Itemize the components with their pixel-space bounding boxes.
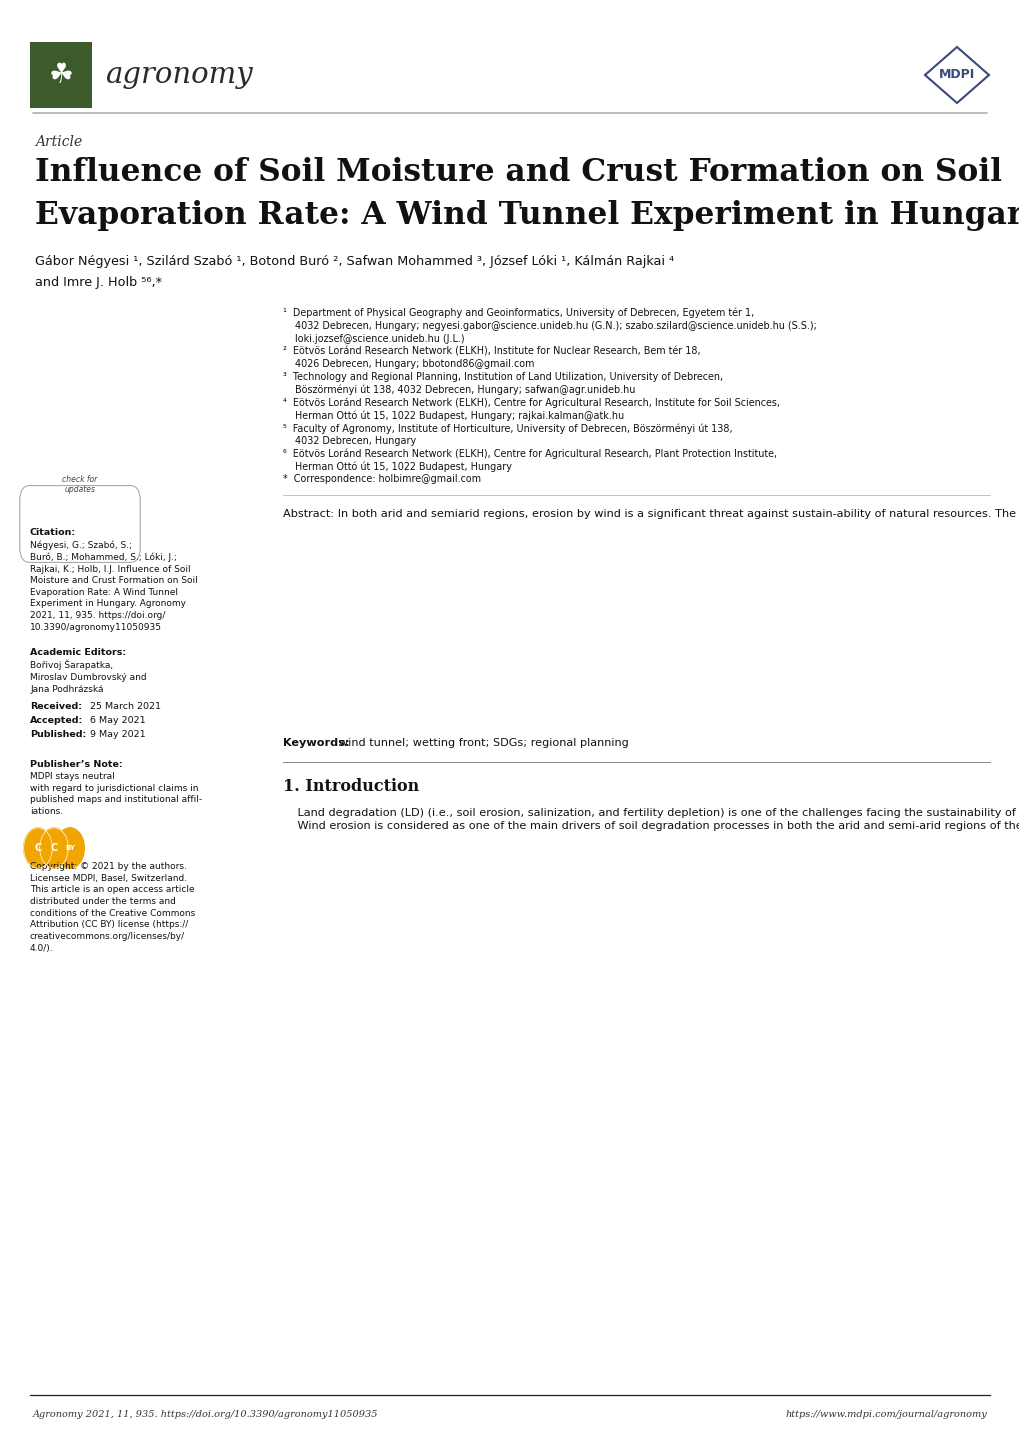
Polygon shape bbox=[924, 48, 988, 102]
Text: Accepted:: Accepted: bbox=[30, 717, 84, 725]
Text: Herman Ottó út 15, 1022 Budapest, Hungary: Herman Ottó út 15, 1022 Budapest, Hungar… bbox=[282, 461, 512, 472]
Text: Keywords:: Keywords: bbox=[282, 738, 350, 748]
Text: wind tunnel; wetting front; SDGs; regional planning: wind tunnel; wetting front; SDGs; region… bbox=[338, 738, 628, 748]
Text: Land degradation (LD) (i.e., soil erosion, salinization, and fertility depletion: Land degradation (LD) (i.e., soil erosio… bbox=[282, 808, 1019, 831]
Circle shape bbox=[40, 828, 68, 868]
Text: updates: updates bbox=[64, 485, 96, 495]
Text: Citation:: Citation: bbox=[30, 528, 76, 536]
Text: Influence of Soil Moisture and Crust Formation on Soil: Influence of Soil Moisture and Crust For… bbox=[35, 157, 1001, 187]
Text: *  Correspondence: holbimre@gmail.com: * Correspondence: holbimre@gmail.com bbox=[282, 474, 481, 485]
Text: MDPI: MDPI bbox=[937, 69, 974, 82]
Text: agronomy: agronomy bbox=[105, 61, 253, 89]
Text: Published:: Published: bbox=[30, 730, 87, 738]
Text: loki.jozsef@science.unideb.hu (J.L.): loki.jozsef@science.unideb.hu (J.L.) bbox=[282, 333, 465, 343]
Text: ³  Technology and Regional Planning, Institution of Land Utilization, University: ³ Technology and Regional Planning, Inst… bbox=[282, 372, 722, 382]
Text: Abstract: In both arid and semiarid regions, erosion by wind is a significant th: Abstract: In both arid and semiarid regi… bbox=[282, 508, 1019, 519]
Text: Article: Article bbox=[35, 136, 83, 149]
Text: 1. Introduction: 1. Introduction bbox=[282, 779, 419, 795]
Text: Gábor Négyesi ¹, Szilárd Szabó ¹, Botond Buró ², Safwan Mohammed ³, József Lóki : Gábor Négyesi ¹, Szilárd Szabó ¹, Botond… bbox=[35, 255, 674, 268]
Text: ⁵  Faculty of Agronomy, Institute of Horticulture, University of Debrecen, Böszö: ⁵ Faculty of Agronomy, Institute of Hort… bbox=[282, 423, 732, 434]
Text: 4032 Debrecen, Hungary: 4032 Debrecen, Hungary bbox=[282, 435, 416, 446]
Text: 4026 Debrecen, Hungary; bbotond86@gmail.com: 4026 Debrecen, Hungary; bbotond86@gmail.… bbox=[282, 359, 534, 369]
Text: 25 March 2021: 25 March 2021 bbox=[90, 702, 161, 711]
Text: BY: BY bbox=[65, 845, 74, 851]
Text: ¹  Department of Physical Geography and Geoinformatics, University of Debrecen, : ¹ Department of Physical Geography and G… bbox=[282, 309, 753, 319]
Text: Publisher’s Note:: Publisher’s Note: bbox=[30, 760, 122, 769]
Circle shape bbox=[56, 828, 85, 868]
Text: Böszörményi út 138, 4032 Debrecen, Hungary; safwan@agr.unideb.hu: Böszörményi út 138, 4032 Debrecen, Hunga… bbox=[282, 385, 635, 395]
Circle shape bbox=[23, 828, 52, 868]
Text: ²  Eötvös Loránd Research Network (ELKH), Institute for Nuclear Research, Bem té: ² Eötvös Loránd Research Network (ELKH),… bbox=[282, 346, 700, 356]
Text: 9 May 2021: 9 May 2021 bbox=[90, 730, 146, 738]
FancyBboxPatch shape bbox=[30, 42, 92, 108]
Text: 4032 Debrecen, Hungary; negyesi.gabor@science.unideb.hu (G.N.); szabo.szilard@sc: 4032 Debrecen, Hungary; negyesi.gabor@sc… bbox=[282, 320, 816, 330]
FancyBboxPatch shape bbox=[19, 486, 140, 562]
Text: C: C bbox=[35, 844, 42, 854]
Text: Herman Ottó út 15, 1022 Budapest, Hungary; rajkai.kalman@atk.hu: Herman Ottó út 15, 1022 Budapest, Hungar… bbox=[282, 411, 624, 421]
Text: ⁶  Eötvös Loránd Research Network (ELKH), Centre for Agricultural Research, Plan: ⁶ Eötvös Loránd Research Network (ELKH),… bbox=[282, 448, 776, 460]
Text: Bořivoj Šarapatka,
Miroslav Dumbrovský and
Jana Podhrázská: Bořivoj Šarapatka, Miroslav Dumbrovský a… bbox=[30, 660, 147, 694]
Text: and Imre J. Holb ⁵⁶,*: and Imre J. Holb ⁵⁶,* bbox=[35, 275, 162, 288]
Text: Copyright: © 2021 by the authors.
Licensee MDPI, Basel, Switzerland.
This articl: Copyright: © 2021 by the authors. Licens… bbox=[30, 862, 195, 953]
Text: MDPI stays neutral
with regard to jurisdictional claims in
published maps and in: MDPI stays neutral with regard to jurisd… bbox=[30, 771, 202, 816]
Text: Evaporation Rate: A Wind Tunnel Experiment in Hungary: Evaporation Rate: A Wind Tunnel Experime… bbox=[35, 200, 1019, 231]
Text: C: C bbox=[50, 844, 57, 854]
Text: ⁴  Eötvös Loránd Research Network (ELKH), Centre for Agricultural Research, Inst: ⁴ Eötvös Loránd Research Network (ELKH),… bbox=[282, 398, 780, 408]
Text: Academic Editors:: Academic Editors: bbox=[30, 647, 126, 658]
Text: Négyesi, G.; Szabó, S.;
Buró, B.; Mohammed, S.; Lóki, J.;
Rajkai, K.; Holb, I.J.: Négyesi, G.; Szabó, S.; Buró, B.; Mohamm… bbox=[30, 539, 198, 632]
Text: https://www.mdpi.com/journal/agronomy: https://www.mdpi.com/journal/agronomy bbox=[785, 1410, 986, 1419]
Text: check for: check for bbox=[62, 474, 98, 485]
Text: 6 May 2021: 6 May 2021 bbox=[90, 717, 146, 725]
Text: Received:: Received: bbox=[30, 702, 82, 711]
Text: ☘: ☘ bbox=[49, 61, 73, 89]
Text: Agronomy 2021, 11, 935. https://doi.org/10.3390/agronomy11050935: Agronomy 2021, 11, 935. https://doi.org/… bbox=[33, 1410, 378, 1419]
